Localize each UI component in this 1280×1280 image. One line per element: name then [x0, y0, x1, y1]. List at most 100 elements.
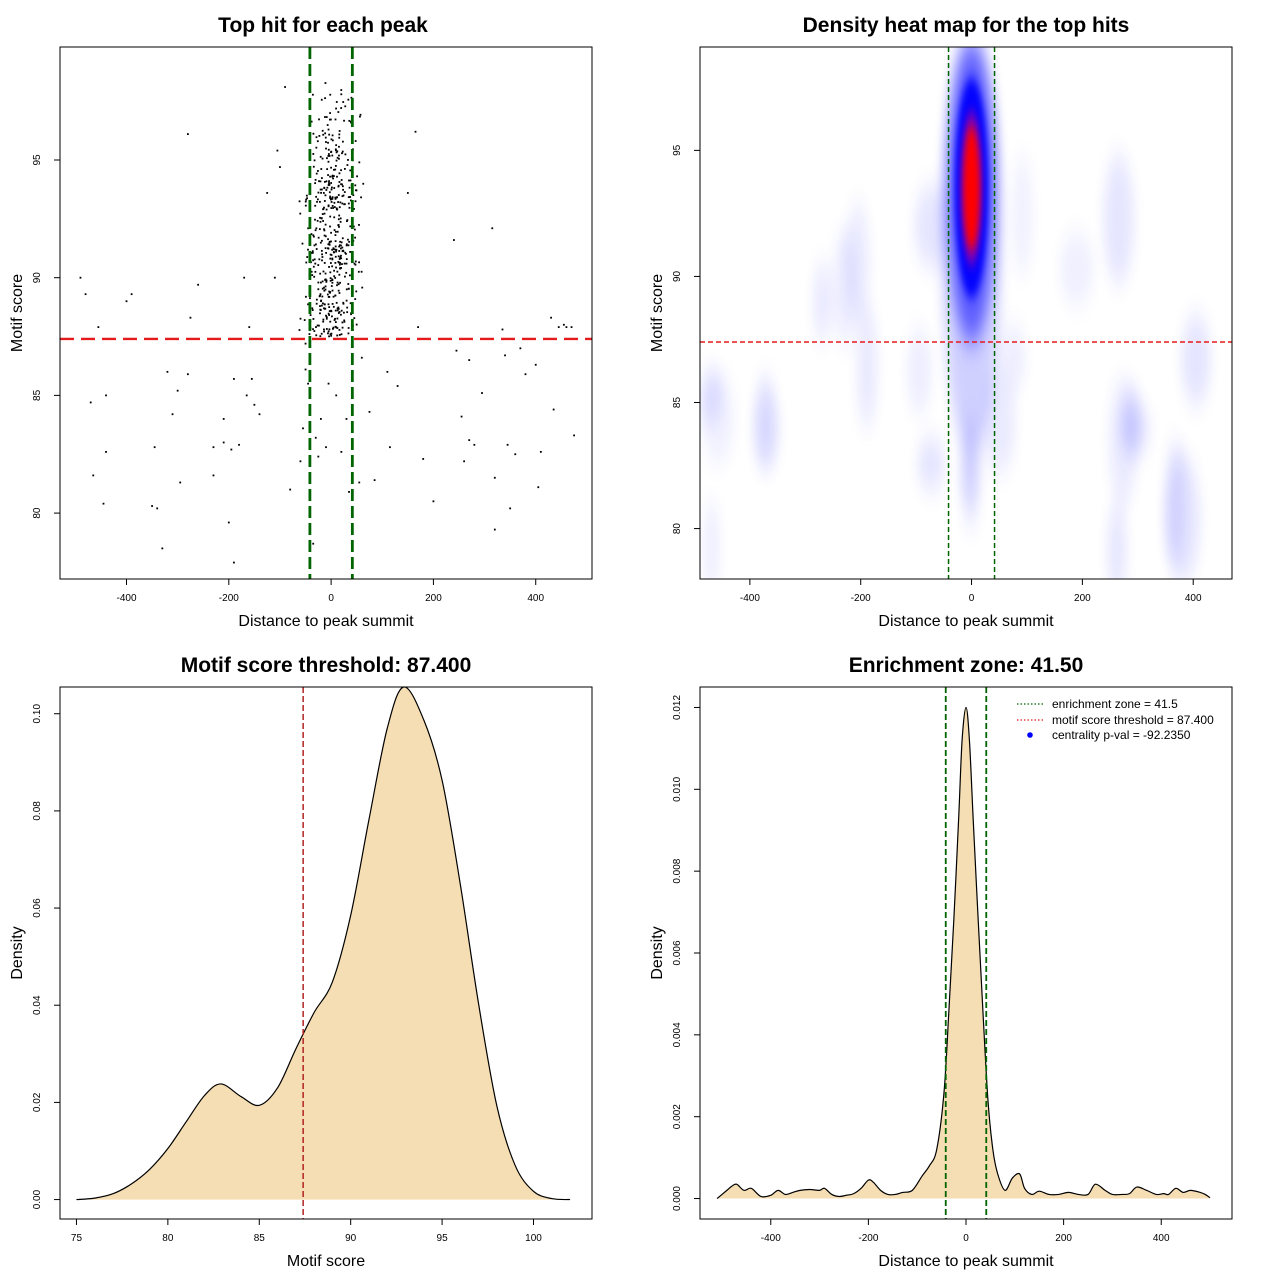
scatter-point [349, 196, 352, 198]
scatter-point [332, 251, 335, 253]
scatter-point [315, 298, 318, 301]
scatter-point [284, 86, 286, 88]
heatmap-x-tick-label-4: 400 [1185, 593, 1202, 604]
scatter-point [314, 229, 317, 232]
scatter-point [330, 186, 333, 189]
scatter-point [337, 111, 340, 113]
scatter-point [329, 195, 332, 198]
scatter-point [338, 206, 341, 209]
scatter-points [79, 82, 575, 564]
heatmap-faint-blob [833, 226, 857, 346]
scatter-point [331, 174, 334, 177]
scatter-point [319, 180, 322, 183]
scatter-point [341, 152, 343, 155]
panel-heatmap: Density heat map for the top hits -400 -2… [649, 14, 1233, 630]
scatter-point [318, 118, 320, 121]
score-density-curve [76, 686, 571, 1201]
scatter-point [334, 317, 336, 320]
scatter-point [313, 244, 316, 247]
scatter-point [329, 215, 332, 218]
scatter-point [481, 392, 483, 394]
scatter-point [493, 476, 496, 479]
scatter-point [329, 277, 332, 280]
scatter-point [330, 150, 333, 153]
scatter-point [324, 82, 327, 84]
scatter-point [346, 311, 349, 314]
scatter-point [324, 132, 327, 135]
scatter-point [333, 201, 336, 204]
scatter-x-tick-label-3: 200 [425, 593, 442, 604]
scatter-point [328, 241, 331, 244]
scatter-point [320, 332, 323, 335]
score-y-tick-label-1: 0.02 [32, 1092, 43, 1112]
scatter-point [312, 328, 314, 331]
scatter-point [341, 246, 344, 249]
scatter-y-tick-label-0: 80 [32, 507, 43, 519]
scatter-point [342, 194, 345, 197]
scatter-point [318, 135, 321, 137]
scatter-point [340, 450, 343, 453]
scatter-point [330, 254, 333, 256]
scatter-point [340, 257, 343, 260]
distance-density-area [716, 706, 1211, 1199]
scatter-point [314, 243, 317, 246]
scatter-point [329, 198, 332, 201]
scatter-point [312, 542, 315, 545]
scatter-point [336, 270, 339, 273]
scatter-point [298, 200, 301, 203]
scatter-point [323, 262, 326, 264]
scatter-point [303, 319, 306, 321]
scatter-point [334, 248, 337, 251]
scatter-point [340, 309, 343, 312]
scatter-point [347, 202, 350, 205]
scatter-point [311, 250, 314, 253]
scatter-point [339, 267, 342, 270]
scatter-point [334, 255, 337, 258]
scatter-point [314, 182, 317, 185]
scatter-point [354, 236, 357, 239]
scatter-point [334, 118, 337, 121]
scatter-point [325, 116, 328, 118]
scatter-point [361, 286, 364, 289]
scatter-point [327, 303, 330, 306]
distance-axes: -400 -200 0 200 400 0.000 0.002 0.004 0.006 0.008… [672, 695, 1170, 1244]
scatter-point [330, 332, 333, 335]
scatter-point [311, 274, 314, 277]
scatter-point [396, 385, 399, 387]
heatmap-y-tick-label-2: 90 [672, 270, 683, 282]
scatter-point [537, 486, 540, 489]
heatmap-faint-blob [1103, 154, 1135, 285]
scatter-point [316, 219, 319, 222]
scatter-point [311, 93, 314, 96]
scatter-point [334, 230, 337, 233]
scatter-point [330, 262, 332, 264]
scatter-point [341, 250, 344, 253]
scatter-point [266, 192, 269, 194]
scatter-point [333, 216, 336, 219]
score-y-tick-label-3: 0.06 [32, 898, 43, 918]
scatter-point [331, 154, 334, 157]
scatter-point [299, 212, 302, 215]
scatter-point [335, 151, 338, 154]
scatter-point [349, 251, 352, 253]
scatter-point [327, 382, 330, 385]
scatter-point [359, 113, 362, 116]
scatter-point [339, 201, 342, 204]
scatter-point [299, 460, 302, 463]
scatter-point [343, 319, 346, 322]
heatmap-faint-blob [1011, 154, 1034, 277]
scatter-point [320, 168, 323, 170]
scatter-point [346, 306, 349, 309]
scatter-point [325, 328, 328, 330]
scatter-point [301, 242, 304, 245]
scatter-point [337, 283, 340, 286]
scatter-point [323, 234, 326, 237]
scatter-point [504, 354, 506, 357]
scatter-point [317, 236, 320, 239]
scatter-point [346, 220, 348, 223]
scatter-point [315, 136, 318, 139]
scatter-point [353, 207, 355, 210]
scatter-point [349, 302, 352, 305]
scatter-point [325, 446, 327, 449]
